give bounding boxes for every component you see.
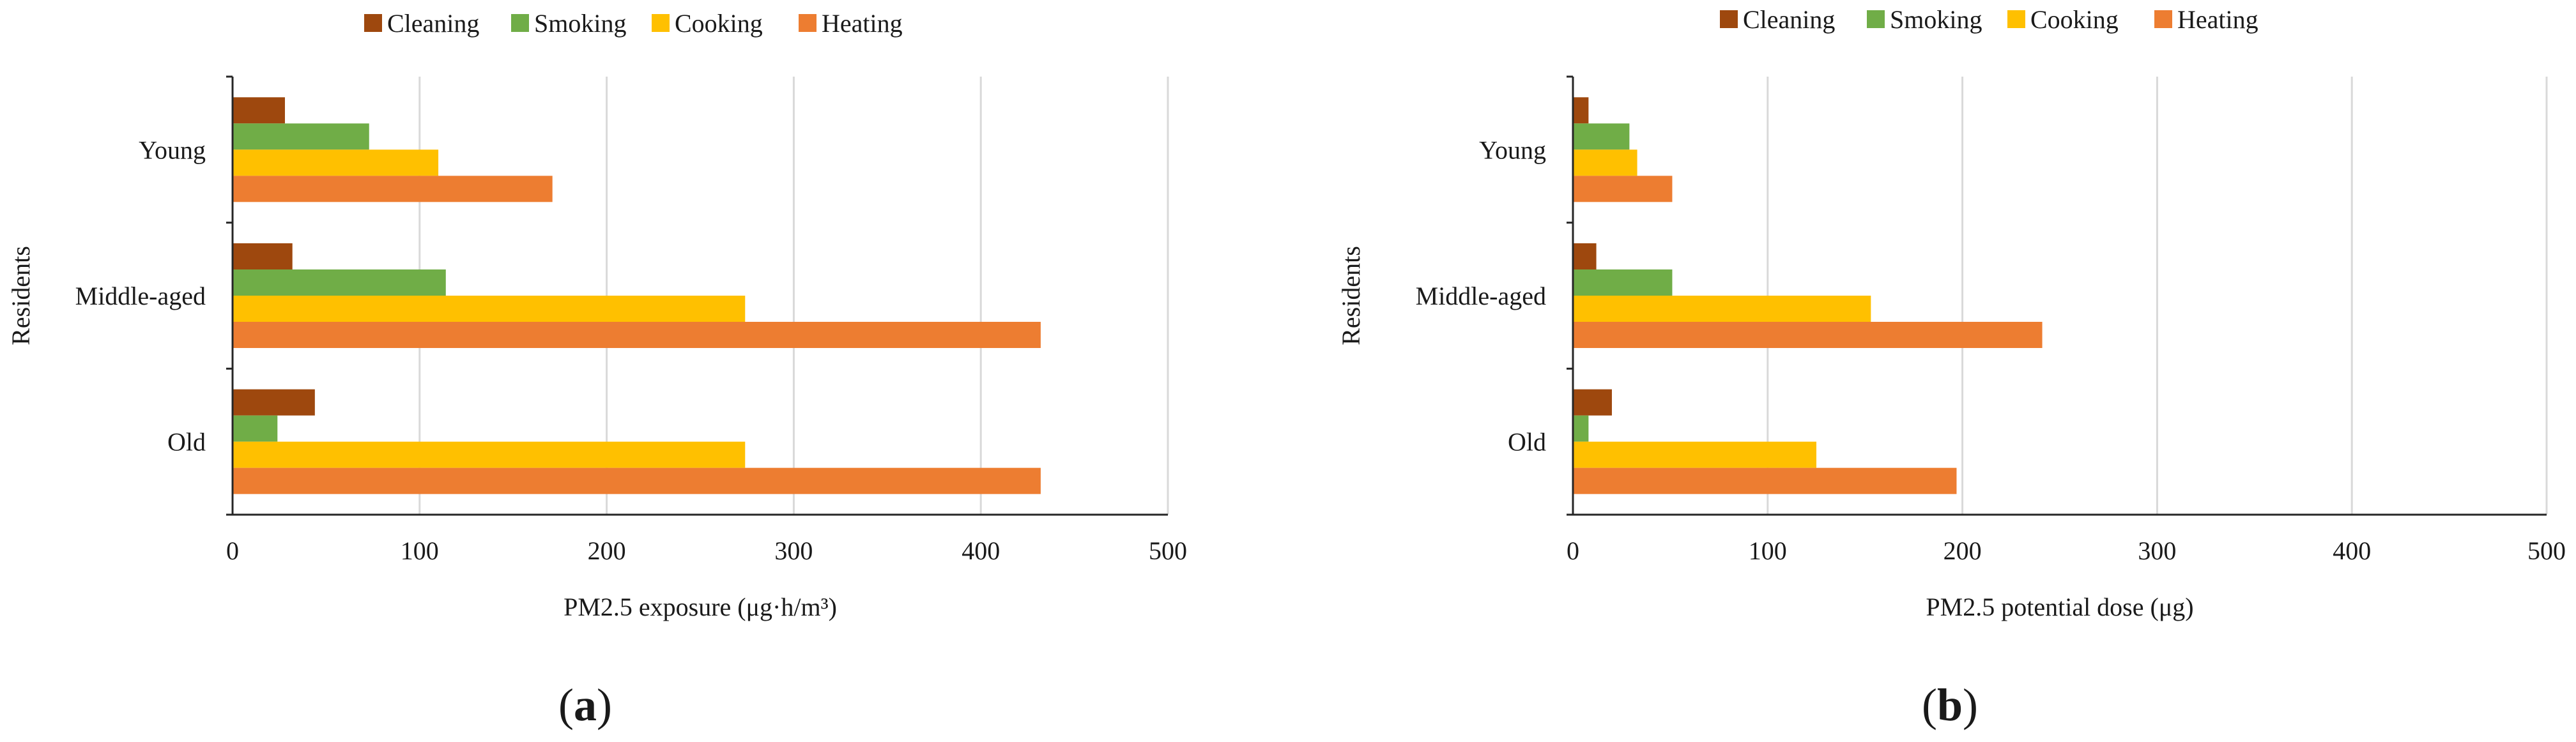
bar-heating-young: [233, 176, 553, 202]
legend-label: Smoking: [534, 9, 626, 38]
bar-cleaning-middle-aged: [233, 243, 293, 269]
bar-heating-old: [1573, 467, 1957, 494]
x-tick-label: 0: [1567, 536, 1579, 565]
legend-item-cooking: Cooking: [2007, 5, 2119, 34]
legend-item-cleaning: Cleaning: [364, 9, 479, 38]
bar-heating-middle-aged: [233, 322, 1041, 348]
legend-swatch: [511, 14, 529, 32]
x-tick-label: 300: [2138, 536, 2176, 565]
x-tick-label: 200: [1943, 536, 1982, 565]
legend-swatch: [799, 14, 816, 32]
bar-cooking-middle-aged: [1573, 296, 1871, 322]
bar-cleaning-young: [1573, 97, 1589, 124]
bar-cooking-old: [1573, 441, 1816, 468]
bar-cleaning-middle-aged: [1573, 243, 1597, 269]
chart-panel-b: Young Middle-aged Old 0 100 200 300 400 500 PM2.5…: [1337, 5, 2566, 731]
category-label: Young: [1479, 135, 1546, 164]
y-axis-title: Residents: [6, 246, 35, 345]
bar-smoking-old: [233, 415, 278, 442]
bar-cooking-old: [233, 441, 746, 468]
bar-cooking-middle-aged: [233, 296, 746, 322]
bar-smoking-young: [233, 123, 369, 150]
bar-smoking-young: [1573, 123, 1630, 150]
panel-label: (b): [1922, 679, 1978, 731]
legend-label: Heating: [2177, 5, 2258, 34]
category-label: Middle-aged: [1416, 282, 1546, 310]
x-tick-label: 400: [2333, 536, 2371, 565]
panel-label: (a): [558, 679, 612, 731]
bar-heating-young: [1573, 176, 1673, 202]
panel-letter: a: [574, 679, 597, 731]
x-tick-label: 200: [588, 536, 626, 565]
x-tick-label: 500: [2527, 536, 2566, 565]
y-axis-title: Residents: [1337, 246, 1365, 345]
legend-item-heating: Heating: [799, 9, 903, 38]
legend-swatch: [364, 14, 382, 32]
legend-label: Heating: [822, 9, 903, 38]
bar-heating-middle-aged: [1573, 322, 2043, 348]
legend-swatch: [1720, 10, 1738, 28]
x-tick-label: 0: [226, 536, 239, 565]
bar-cooking-young: [1573, 149, 1637, 176]
category-label: Middle-aged: [75, 282, 206, 310]
category-label: Old: [1508, 428, 1546, 457]
chart-panel-a: Young Middle-aged Old 0 100 200 300 400 500 PM2.5…: [6, 9, 1187, 731]
panel-letter: b: [1937, 679, 1963, 731]
legend-swatch: [1867, 10, 1885, 28]
x-axis-title: PM2.5 exposure (μg·h/m³): [564, 593, 837, 621]
bar-smoking-middle-aged: [233, 269, 446, 296]
x-axis-title: PM2.5 potential dose (μg): [1926, 593, 2193, 621]
legend-item-heating: Heating: [2154, 5, 2258, 34]
category-label: Old: [167, 428, 206, 457]
legend-swatch: [2154, 10, 2172, 28]
legend-label: Cleaning: [1743, 5, 1835, 34]
bar-cooking-young: [233, 149, 439, 176]
bar-smoking-old: [1573, 415, 1589, 442]
legend-swatch: [2007, 10, 2025, 28]
legend-item-cooking: Cooking: [652, 9, 763, 38]
legend-label: Cooking: [2030, 5, 2119, 34]
x-tick-label: 400: [962, 536, 1000, 565]
legend-item-smoking: Smoking: [511, 9, 626, 38]
legend-label: Cleaning: [387, 9, 479, 38]
x-tick-label: 300: [774, 536, 813, 565]
bar-cleaning-young: [233, 97, 285, 124]
x-tick-label: 100: [401, 536, 439, 565]
bar-cleaning-old: [1573, 389, 1612, 416]
bar-cleaning-old: [233, 389, 315, 416]
bar-heating-old: [233, 467, 1041, 494]
x-tick-label: 500: [1149, 536, 1187, 565]
legend-label: Cooking: [675, 9, 763, 38]
category-label: Young: [139, 135, 206, 164]
legend-label: Smoking: [1890, 5, 1982, 34]
legend-item-smoking: Smoking: [1867, 5, 1982, 34]
legend-swatch: [652, 14, 670, 32]
legend-item-cleaning: Cleaning: [1720, 5, 1835, 34]
bar-smoking-middle-aged: [1573, 269, 1673, 296]
x-tick-label: 100: [1749, 536, 1787, 565]
